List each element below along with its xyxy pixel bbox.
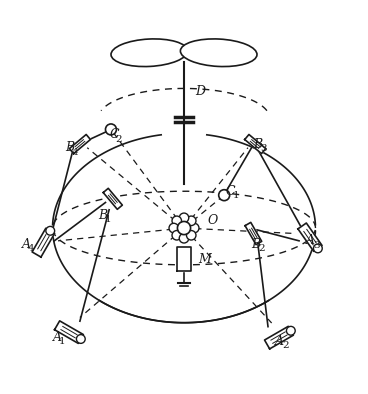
Text: 2: 2 [116, 135, 122, 144]
Circle shape [77, 335, 85, 343]
Text: 1: 1 [233, 191, 239, 201]
Text: A: A [21, 238, 31, 251]
Circle shape [314, 244, 322, 253]
Text: M: M [199, 253, 211, 266]
Text: 4: 4 [28, 244, 35, 253]
Circle shape [187, 230, 196, 240]
Polygon shape [54, 321, 84, 344]
Text: O: O [208, 214, 218, 227]
Text: 3: 3 [260, 144, 266, 153]
Circle shape [286, 326, 295, 335]
Polygon shape [70, 134, 91, 154]
Circle shape [177, 221, 191, 234]
Circle shape [172, 216, 181, 225]
Circle shape [179, 213, 189, 223]
Text: A: A [306, 234, 315, 247]
Circle shape [169, 223, 178, 233]
Circle shape [190, 223, 199, 233]
Polygon shape [245, 222, 262, 245]
Text: 1: 1 [105, 215, 112, 224]
Ellipse shape [111, 39, 188, 67]
Circle shape [187, 216, 196, 225]
Text: D: D [195, 85, 205, 98]
Polygon shape [265, 326, 293, 349]
Circle shape [172, 230, 181, 240]
Text: 1: 1 [59, 338, 66, 346]
Circle shape [106, 124, 116, 135]
Text: B: B [254, 138, 262, 151]
Polygon shape [298, 223, 322, 251]
Text: B: B [252, 238, 261, 251]
Text: 2: 2 [258, 244, 265, 253]
Polygon shape [32, 228, 55, 257]
Polygon shape [103, 188, 122, 209]
Polygon shape [245, 134, 266, 154]
Text: B: B [65, 141, 74, 154]
Ellipse shape [180, 39, 257, 67]
Text: A: A [53, 331, 61, 344]
Text: 4: 4 [72, 148, 78, 156]
Text: C: C [109, 128, 119, 141]
Circle shape [219, 190, 230, 201]
Polygon shape [177, 247, 191, 271]
Circle shape [179, 234, 189, 243]
Text: A: A [275, 335, 284, 348]
Text: B: B [98, 209, 107, 222]
Text: C: C [226, 185, 236, 198]
Text: 2: 2 [282, 341, 289, 350]
Text: 3: 3 [313, 241, 319, 250]
Circle shape [46, 227, 54, 235]
